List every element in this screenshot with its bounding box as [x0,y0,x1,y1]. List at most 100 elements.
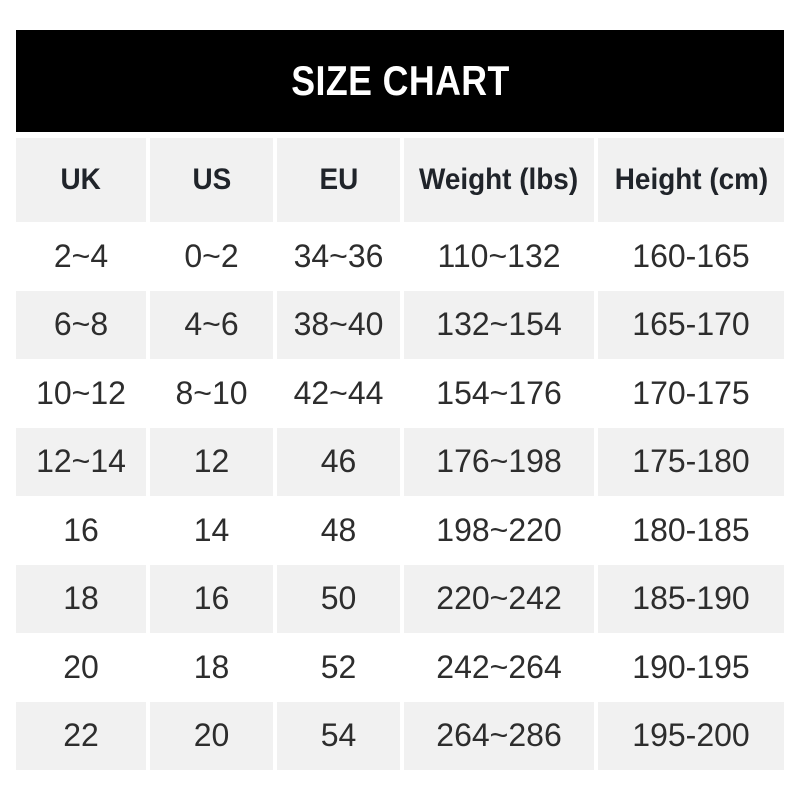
table-cell: 0~2 [150,222,273,291]
table-cell-value: 185-190 [632,580,750,617]
table-row: 16 14 48 198~220 180-185 [16,496,784,565]
table-cell-value: 6~8 [53,306,109,343]
table-cell: 264~286 [404,701,594,770]
table-cell-value: 54 [320,717,357,754]
table-cell-value: 42~44 [293,374,384,411]
table-cell-value: 12~14 [36,443,126,480]
table-cell-value: 34~36 [293,237,384,274]
table-cell: 110~132 [404,222,594,291]
size-chart-banner: SIZE CHART [16,30,784,132]
table-row: 6~8 4~6 38~40 132~154 165-170 [16,290,784,359]
table-cell-value: 160-165 [632,237,750,274]
table-row: 20 18 52 242~264 190-195 [16,633,784,702]
table-cell-value: 20 [193,717,230,754]
column-header-label: US [192,163,231,196]
table-cell-value: 52 [320,648,357,685]
table-cell-value: 10~12 [36,374,126,411]
table-cell-value: 176~198 [436,443,562,480]
column-header-label: Height (cm) [614,163,768,196]
table-cell: 18 [16,564,146,633]
table-cell: 52 [277,633,400,702]
table-cell-value: 170-175 [632,374,750,411]
table-cell: 42~44 [277,359,400,428]
column-header-label: Weight (lbs) [419,163,579,196]
table-cell: 242~264 [404,633,594,702]
column-header-label: EU [319,163,358,196]
table-cell: 12~14 [16,427,146,496]
table-body: 2~4 0~2 34~36 110~132 160-165 6~8 4~6 38~40 132~… [16,222,784,770]
table-cell: 50 [277,564,400,633]
table-cell-value: 165-170 [632,306,750,343]
table-cell: 176~198 [404,427,594,496]
table-cell: 16 [16,496,146,565]
table-cell: 170-175 [598,359,784,428]
size-chart-table: UK US EU Weight (lbs) Height (cm) 2~4 0~2 34~3… [16,138,784,770]
table-cell: 220~242 [404,564,594,633]
column-header: EU [277,138,400,222]
table-cell-value: 16 [193,580,230,617]
column-header: Weight (lbs) [404,138,594,222]
table-cell: 14 [150,496,273,565]
table-cell-value: 154~176 [436,374,562,411]
table-cell: 10~12 [16,359,146,428]
table-cell-value: 50 [320,580,357,617]
table-cell-value: 180-185 [632,511,750,548]
table-cell: 180-185 [598,496,784,565]
table-cell: 4~6 [150,290,273,359]
table-cell: 48 [277,496,400,565]
table-cell: 2~4 [16,222,146,291]
table-row: 18 16 50 220~242 185-190 [16,564,784,633]
table-row: 22 20 54 264~286 195-200 [16,701,784,770]
table-cell: 22 [16,701,146,770]
table-cell: 12 [150,427,273,496]
table-cell: 195-200 [598,701,784,770]
table-cell: 6~8 [16,290,146,359]
table-cell: 20 [150,701,273,770]
table-cell: 185-190 [598,564,784,633]
table-cell-value: 16 [63,511,99,548]
table-cell: 38~40 [277,290,400,359]
table-cell-value: 264~286 [436,717,562,754]
column-header: Height (cm) [598,138,784,222]
table-cell-value: 8~10 [175,374,248,411]
table-cell-value: 2~4 [53,237,109,274]
table-cell: 8~10 [150,359,273,428]
table-row: 2~4 0~2 34~36 110~132 160-165 [16,222,784,291]
table-cell-value: 242~264 [436,648,562,685]
table-cell: 198~220 [404,496,594,565]
table-cell-value: 14 [193,511,230,548]
table-cell-value: 175-180 [632,443,750,480]
table-cell-value: 198~220 [436,511,562,548]
column-header-label: UK [60,163,102,196]
table-cell: 34~36 [277,222,400,291]
table-cell-value: 110~132 [437,237,561,274]
table-cell: 154~176 [404,359,594,428]
table-header-row: UK US EU Weight (lbs) Height (cm) [16,138,784,222]
table-cell: 132~154 [404,290,594,359]
table-cell: 18 [150,633,273,702]
table-cell-value: 22 [63,717,99,754]
table-cell-value: 18 [193,648,230,685]
page-title: SIZE CHART [290,57,510,104]
table-cell-value: 12 [193,443,230,480]
table-cell-value: 46 [320,443,357,480]
table-cell-value: 38~40 [293,306,384,343]
table-row: 12~14 12 46 176~198 175-180 [16,427,784,496]
table-cell-value: 220~242 [436,580,562,617]
table-cell: 20 [16,633,146,702]
table-cell-value: 20 [63,648,99,685]
table-cell: 175-180 [598,427,784,496]
column-header: UK [16,138,146,222]
table-cell: 46 [277,427,400,496]
table-cell-value: 18 [63,580,99,617]
table-cell: 54 [277,701,400,770]
table-cell-value: 132~154 [436,306,562,343]
table-cell: 16 [150,564,273,633]
table-cell: 190-195 [598,633,784,702]
table-cell-value: 48 [320,511,357,548]
table-cell-value: 195-200 [632,717,750,754]
table-cell-value: 0~2 [184,237,239,274]
table-row: 10~12 8~10 42~44 154~176 170-175 [16,359,784,428]
table-cell-value: 4~6 [184,306,239,343]
